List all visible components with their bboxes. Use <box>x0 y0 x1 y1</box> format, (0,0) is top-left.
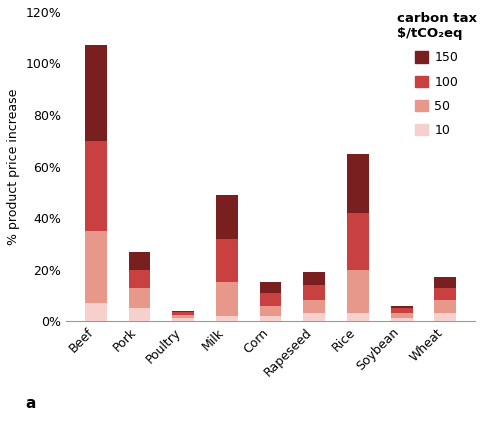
Bar <box>85 303 107 321</box>
Bar <box>259 282 282 293</box>
Bar <box>128 270 150 287</box>
Bar <box>391 306 412 308</box>
Y-axis label: % product price increase: % product price increase <box>7 88 20 245</box>
Bar <box>303 300 325 314</box>
Bar <box>347 314 369 321</box>
Bar <box>85 46 107 141</box>
Bar <box>128 308 150 321</box>
Legend: 150, 100, 50, 10: 150, 100, 50, 10 <box>397 12 477 137</box>
Text: a: a <box>26 396 36 411</box>
Bar <box>216 195 238 238</box>
Bar <box>347 270 369 314</box>
Bar <box>85 231 107 303</box>
Bar <box>434 287 456 300</box>
Bar <box>391 319 412 321</box>
Bar <box>391 308 412 314</box>
Bar <box>216 316 238 321</box>
Bar <box>128 287 150 308</box>
Bar <box>216 238 238 282</box>
Bar <box>172 319 194 321</box>
Bar <box>303 314 325 321</box>
Bar <box>434 314 456 321</box>
Bar <box>391 314 412 319</box>
Bar <box>303 285 325 300</box>
Bar <box>85 141 107 231</box>
Bar <box>172 315 194 319</box>
Bar <box>172 312 194 315</box>
Bar <box>172 311 194 312</box>
Bar <box>128 252 150 270</box>
Bar <box>259 306 282 316</box>
Bar <box>259 293 282 306</box>
Bar <box>259 316 282 321</box>
Bar <box>347 154 369 213</box>
Bar <box>303 272 325 285</box>
Bar <box>216 282 238 316</box>
Bar <box>434 277 456 287</box>
Bar <box>434 300 456 314</box>
Bar <box>347 213 369 270</box>
